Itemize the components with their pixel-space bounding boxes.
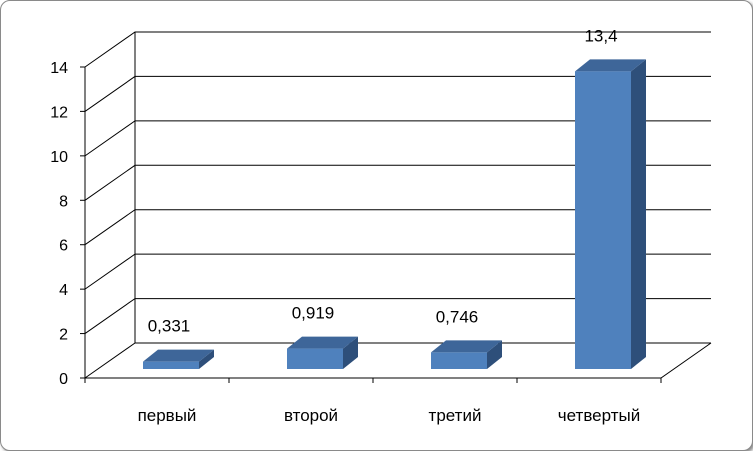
bar-top xyxy=(431,340,502,353)
bar-front xyxy=(287,348,343,369)
bar-top xyxy=(143,349,214,362)
y-tick-label: 8 xyxy=(59,193,68,210)
y-tick-label: 12 xyxy=(50,104,68,121)
category-labels: первый второй третий четвертый xyxy=(138,406,641,425)
bar-front xyxy=(431,352,487,369)
bar-top xyxy=(287,336,358,349)
data-label: 0,919 xyxy=(292,304,335,323)
bar-side xyxy=(631,59,646,369)
category-label: третий xyxy=(429,406,482,425)
category-label: первый xyxy=(138,406,197,425)
bar-side xyxy=(199,349,214,369)
bar-side xyxy=(487,340,502,369)
data-label: 13,4 xyxy=(584,26,617,45)
y-tick-label: 2 xyxy=(59,327,68,344)
bar xyxy=(143,349,214,369)
data-labels: 0,331 0,919 0,746 13,4 xyxy=(148,26,618,335)
category-label: второй xyxy=(284,406,338,425)
bar-side xyxy=(343,336,358,369)
y-tick-label: 4 xyxy=(59,282,68,299)
axes xyxy=(80,32,712,383)
y-tick-label: 14 xyxy=(50,60,68,77)
bar-top xyxy=(575,59,646,72)
y-tick-label: 0 xyxy=(59,371,68,388)
bar-front xyxy=(143,361,199,369)
data-label: 0,331 xyxy=(148,317,191,336)
bar xyxy=(431,340,502,369)
category-label: четвертый xyxy=(558,406,640,425)
bar xyxy=(287,336,358,369)
bar xyxy=(575,59,646,369)
bars xyxy=(143,59,646,369)
bar-front xyxy=(575,71,631,369)
y-tick-label: 10 xyxy=(50,149,68,166)
data-label: 0,746 xyxy=(436,307,479,326)
y-tick-label: 6 xyxy=(59,238,68,255)
y-tick-labels: 0 2 4 6 8 10 12 14 xyxy=(50,60,68,388)
